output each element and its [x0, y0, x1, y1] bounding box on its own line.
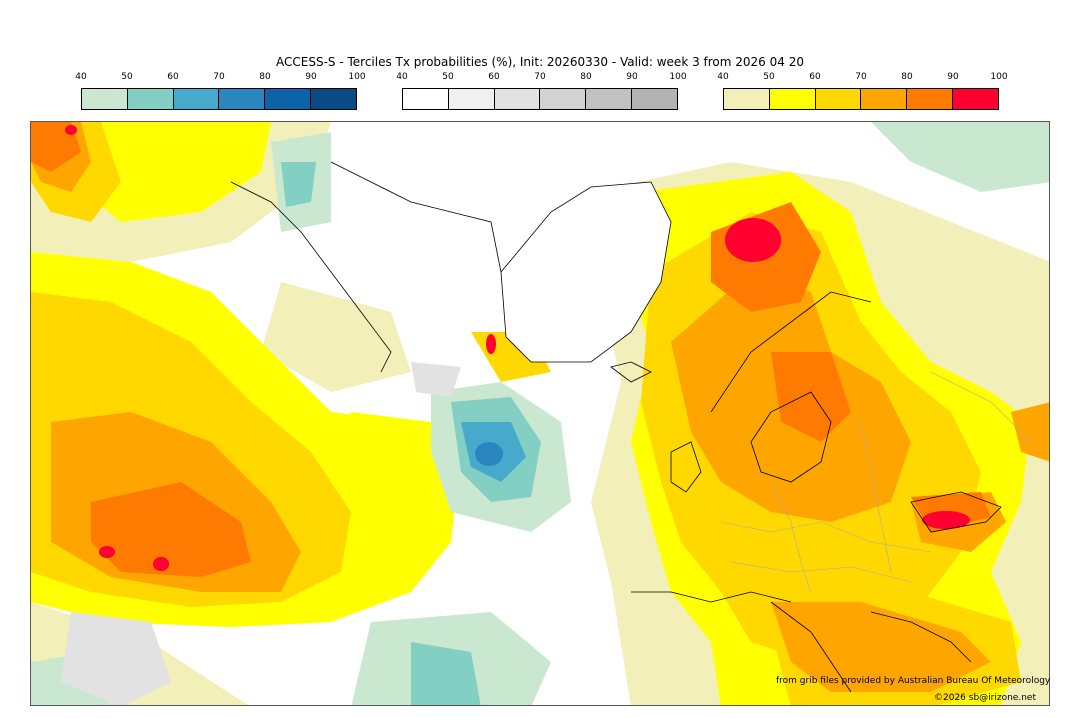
legend-swatch: [173, 89, 220, 109]
legend-swatch: [219, 89, 266, 109]
below-normal-zone-70: [475, 442, 503, 466]
map-canvas: [31, 122, 1049, 705]
tick-label: 80: [901, 72, 913, 82]
tick-label: 90: [626, 72, 638, 82]
copyright-credit: ©2026 sb@irizone.net: [934, 693, 1036, 703]
coastlines: [230, 161, 1002, 693]
legend-ticks: 40 50 60 70 80 90 100: [75, 72, 365, 86]
legend-swatch: [769, 89, 816, 109]
tick-label: 100: [990, 72, 1008, 82]
tick-label: 40: [717, 72, 729, 82]
legend-swatch: [127, 89, 174, 109]
tick-label: 60: [488, 72, 500, 82]
legend-swatch: [311, 89, 356, 109]
tick-label: 60: [167, 72, 179, 82]
tick-label: 40: [75, 72, 87, 82]
tick-label: 100: [348, 72, 366, 82]
map-title: ACCESS-S - Terciles Tx probabilities (%)…: [276, 55, 804, 69]
legend-swatch: [540, 89, 587, 109]
legend-ticks: 40 50 60 70 80 90 100: [396, 72, 686, 86]
tick-label: 70: [855, 72, 867, 82]
tick-label: 50: [442, 72, 454, 82]
legend-colorbar: [723, 88, 999, 110]
country-borders: [720, 371, 1032, 593]
legend-swatch: [632, 89, 677, 109]
legend-ticks: 40 50 60 70 80 90 100: [717, 72, 1007, 86]
legend-swatch: [724, 89, 770, 109]
source-credit: from grib files provided by Australian B…: [776, 676, 1051, 686]
tick-label: 50: [121, 72, 133, 82]
tick-label: 90: [947, 72, 959, 82]
above-normal-zone-90: [65, 125, 970, 571]
legend-colorbar: [402, 88, 678, 110]
tick-label: 70: [534, 72, 546, 82]
legend-below-normal: 40 50 60 70 80 90 100: [75, 72, 366, 110]
near-normal-zone: [61, 362, 461, 705]
legend-swatch: [861, 89, 908, 109]
tick-label: 100: [669, 72, 687, 82]
tick-label: 80: [580, 72, 592, 82]
tick-label: 50: [763, 72, 775, 82]
tick-label: 80: [259, 72, 271, 82]
legend-swatch: [815, 89, 862, 109]
tick-label: 60: [809, 72, 821, 82]
legend-colorbar: [81, 88, 357, 110]
legend-near-normal: 40 50 60 70 80 90 100: [396, 72, 687, 110]
legend-swatch: [907, 89, 954, 109]
legend-swatch: [82, 89, 128, 109]
probability-map[interactable]: [30, 121, 1050, 706]
tick-label: 90: [305, 72, 317, 82]
greenland-landmass: [500, 181, 672, 363]
legend-swatch: [448, 89, 495, 109]
legend-swatch: [403, 89, 449, 109]
tick-label: 70: [213, 72, 225, 82]
legend-swatch: [265, 89, 312, 109]
legend-swatch: [586, 89, 633, 109]
tick-label: 40: [396, 72, 408, 82]
legend-swatch: [494, 89, 541, 109]
legend-above-normal: 40 50 60 70 80 90 100: [717, 72, 1008, 110]
legend-swatch: [953, 89, 998, 109]
